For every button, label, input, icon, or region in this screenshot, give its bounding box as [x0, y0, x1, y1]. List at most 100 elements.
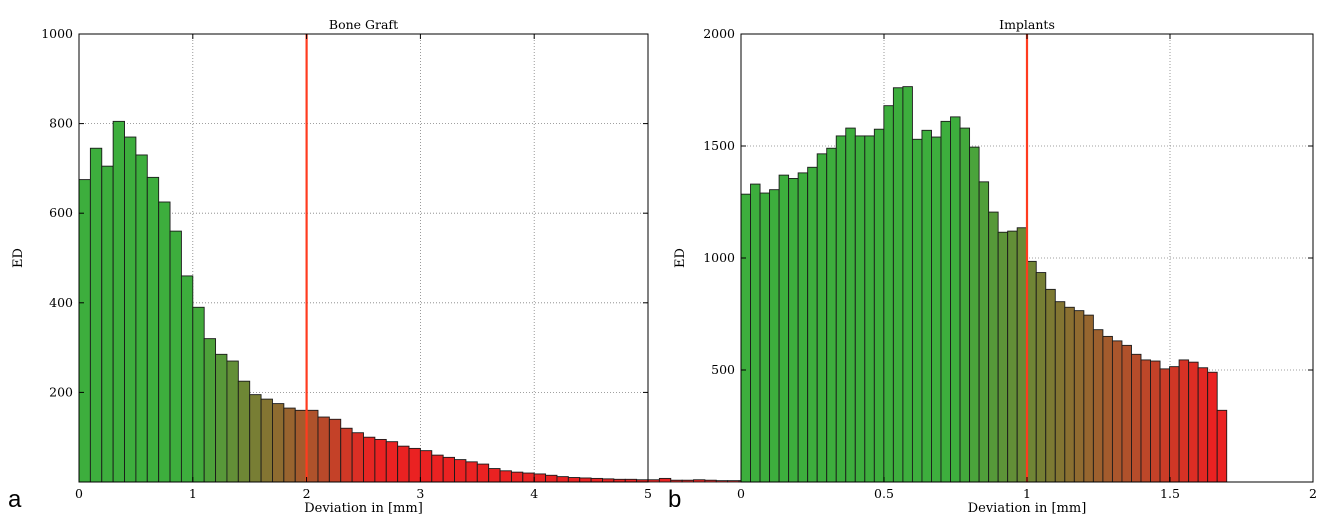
y-tick-label: 1500 [703, 138, 735, 153]
histogram-bar [921, 129, 932, 483]
histogram-bar [693, 479, 706, 483]
panel-label-b: b [668, 486, 681, 513]
histogram-bar [124, 136, 137, 483]
bone-graft-x-axis-label: Deviation in [mm] [304, 501, 423, 515]
histogram-bar [1197, 367, 1209, 483]
histogram-bar [1121, 344, 1132, 483]
histogram-bar [510, 471, 524, 483]
histogram-bar [1007, 230, 1018, 483]
histogram-bar [988, 211, 999, 483]
histogram-bar [363, 436, 376, 483]
x-tick-label: 0.5 [874, 486, 894, 501]
histogram-bar [328, 418, 342, 483]
histogram-bar [931, 136, 942, 483]
bone-graft-title: Bone Graft [329, 17, 398, 32]
histogram-bar [1064, 306, 1075, 483]
x-tick-label: 3 [416, 486, 424, 501]
histogram-bar [959, 127, 971, 483]
histogram-bar [1045, 288, 1056, 483]
bone-graft-ticks: 0 1 2 3 4 5 200 400 600 800 1000 [41, 26, 652, 501]
histogram-bar [135, 154, 148, 483]
histogram-bar [978, 181, 990, 483]
histogram-bar [89, 147, 103, 483]
histogram-bar [1207, 371, 1218, 483]
histogram-bar [902, 86, 913, 483]
x-tick-label: 0 [737, 486, 745, 501]
histogram-bar [1054, 301, 1066, 483]
x-tick-label: 5 [644, 486, 652, 501]
histogram-bar [845, 127, 856, 483]
histogram-bar [249, 394, 262, 483]
histogram-bar [892, 87, 904, 483]
histogram-bar [374, 438, 387, 483]
histogram-bar [864, 135, 875, 483]
histogram-bar [704, 479, 717, 483]
histogram-bar [317, 416, 330, 483]
histogram-bar [579, 477, 592, 483]
histogram-bar [911, 138, 923, 483]
histogram-bar [351, 432, 364, 483]
histogram-bar [778, 174, 790, 483]
histogram-bar [1111, 340, 1123, 483]
histogram-bar [1216, 409, 1228, 483]
histogram-bar [146, 176, 160, 483]
x-tick-label: 1.5 [1160, 486, 1180, 501]
histogram-bar [340, 427, 353, 483]
bone-graft-y-axis-label: ED [11, 248, 26, 268]
histogram-bar [101, 165, 114, 483]
bone-graft-bars [78, 120, 763, 483]
x-tick-label: 4 [530, 486, 538, 501]
bone-graft-plot-frame [78, 33, 649, 483]
histogram-bar [215, 353, 228, 483]
y-tick-label: 2000 [703, 26, 735, 41]
y-tick-label: 1000 [703, 250, 735, 265]
y-tick-label: 600 [49, 205, 73, 220]
histogram-bar [272, 403, 285, 483]
histogram-bar [658, 477, 672, 483]
histogram-bar [556, 476, 569, 483]
histogram-bar [203, 338, 217, 483]
histogram-bar [488, 468, 501, 483]
x-tick-label: 0 [75, 486, 83, 501]
histogram-bar [854, 135, 866, 483]
implants-bars [740, 86, 1228, 483]
histogram-bar [78, 179, 91, 483]
histogram-bar [260, 398, 273, 483]
histogram-bar [237, 380, 251, 483]
histogram-bar [797, 172, 809, 483]
histogram-bar [1092, 329, 1104, 483]
histogram-bar [158, 201, 171, 483]
histogram-bar [112, 120, 125, 483]
histogram-bar [169, 230, 182, 483]
histogram-bar [759, 192, 771, 483]
histogram-bar [1178, 359, 1190, 483]
histogram-bar [715, 480, 729, 483]
implants-ticks: 0 0.5 1 1.5 2 500 1000 1500 2000 [703, 26, 1317, 501]
panel-label-a: a [8, 486, 22, 513]
histogram-bar [192, 306, 205, 483]
histogram-bar [1083, 314, 1094, 483]
histogram-bar [647, 479, 660, 483]
histogram-bar [1150, 360, 1161, 483]
histogram-bar [1016, 227, 1028, 483]
y-tick-label: 500 [711, 362, 735, 377]
x-tick-label: 1 [189, 486, 197, 501]
y-tick-label: 400 [49, 295, 73, 310]
histogram-bar [294, 409, 308, 483]
histogram-bar [835, 135, 847, 483]
histogram-bar [1073, 310, 1085, 483]
implants-title: Implants [999, 17, 1055, 32]
histogram-bar [431, 454, 444, 483]
histogram-bar [1035, 272, 1047, 483]
histogram-bar [180, 275, 194, 483]
histogram-bar [681, 479, 694, 483]
histogram-bar [788, 178, 799, 483]
histogram-bar [969, 146, 980, 483]
histogram-bar [950, 116, 961, 483]
histogram-bar [476, 463, 490, 483]
histogram-bar [740, 193, 751, 483]
histogram-bar [533, 473, 547, 483]
histogram-bar [883, 105, 894, 483]
histogram-bar [1026, 260, 1037, 483]
histogram-bar [1169, 366, 1180, 483]
